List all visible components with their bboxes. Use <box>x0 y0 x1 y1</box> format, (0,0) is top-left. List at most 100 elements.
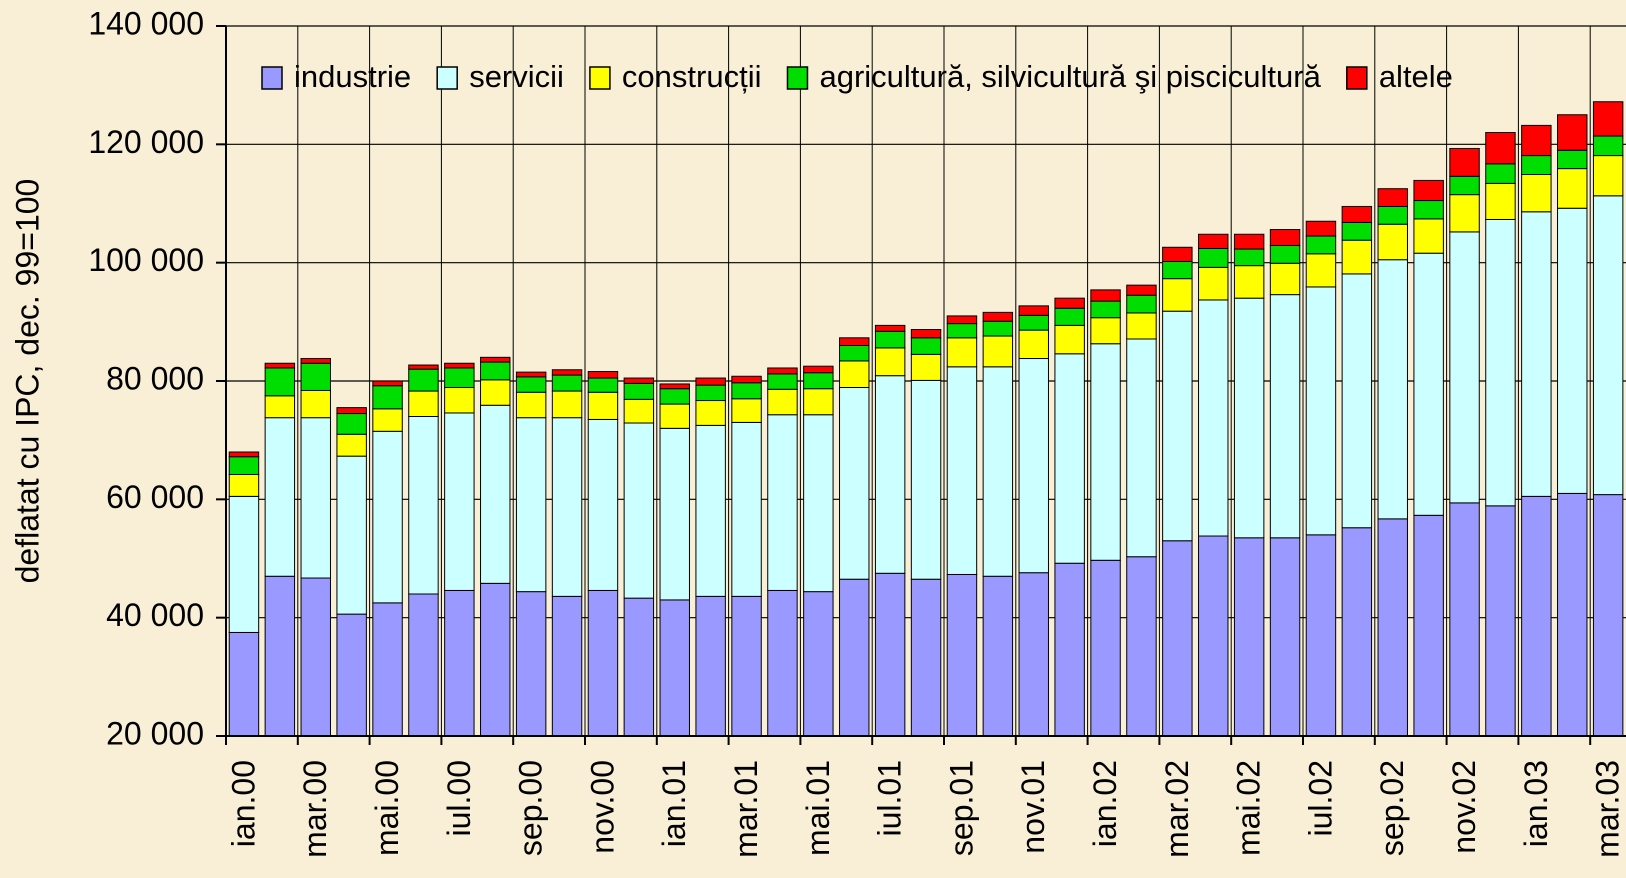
legend-label: construcții <box>622 59 762 94</box>
bar-segment <box>408 593 439 737</box>
bar-segment <box>480 361 511 381</box>
bar-segment <box>910 379 942 580</box>
bar-segment <box>264 417 296 577</box>
bar-segment <box>228 495 260 633</box>
bar-segment <box>515 591 547 737</box>
bar-segment <box>408 390 439 417</box>
bar-segment <box>1305 235 1337 255</box>
legend-swatch <box>786 66 809 90</box>
bar-segment <box>336 613 367 737</box>
bar-segment <box>659 427 690 601</box>
bar-segment <box>982 575 1014 737</box>
bar-segment <box>1126 284 1157 296</box>
x-tick-label: mar.00 <box>297 760 333 858</box>
bar-segment <box>551 374 583 392</box>
bar-segment <box>1557 149 1588 170</box>
bar-segment <box>623 597 655 737</box>
bar-segment <box>946 573 978 737</box>
bar-segment <box>659 388 690 405</box>
legend-swatch <box>261 66 283 90</box>
bar-segment <box>1485 182 1516 220</box>
bar-segment <box>874 324 906 332</box>
bar-segment <box>515 371 547 378</box>
bar-segment <box>946 366 978 575</box>
bar-segment <box>1018 358 1049 574</box>
bar-segment <box>336 413 367 435</box>
x-tick-label: sep.02 <box>1374 760 1410 856</box>
bar-segment <box>1305 286 1337 536</box>
bar-segment <box>1054 324 1085 355</box>
bar-segment <box>946 323 978 339</box>
bar-segment <box>1269 229 1301 247</box>
bar-segment <box>480 404 511 584</box>
bar-segment <box>874 375 906 574</box>
y-tick-label: 40 000 <box>106 597 204 633</box>
bar-segment <box>336 433 367 457</box>
legend-label: industrie <box>294 59 411 94</box>
bar-segment <box>1054 353 1085 564</box>
x-tick-label: mai.02 <box>1231 760 1267 856</box>
bar-segment <box>767 388 798 416</box>
bar-segment <box>1341 527 1373 737</box>
bar-segment <box>587 391 619 420</box>
bar-segment <box>1162 260 1193 280</box>
bar-segment <box>1592 494 1624 737</box>
bar-segment <box>731 375 762 384</box>
bar-segment <box>659 599 690 737</box>
bar-segment <box>910 353 942 381</box>
bar-segment <box>372 602 403 737</box>
x-tick-label: nov.00 <box>584 760 620 854</box>
bar-segment <box>695 595 726 737</box>
bar-segment <box>1413 514 1444 737</box>
bar-segment <box>264 575 296 737</box>
bar-segment <box>1449 147 1480 177</box>
bar-segment <box>1341 239 1373 275</box>
bar-segment <box>1341 273 1373 529</box>
bar-segment <box>1018 314 1049 331</box>
bar-segment <box>1162 278 1193 312</box>
bar-segment <box>480 356 511 363</box>
bar-segment <box>1377 205 1408 225</box>
bar-segment <box>1198 247 1229 268</box>
y-tick-label: 100 000 <box>88 242 204 278</box>
y-tick-label: 20 000 <box>106 715 204 751</box>
bar-segment <box>1413 179 1444 202</box>
bar-segment <box>1162 540 1193 737</box>
bar-segment <box>1233 537 1265 737</box>
bar-segment <box>1485 163 1516 184</box>
bar-segment <box>1198 535 1229 737</box>
y-tick-label: 120 000 <box>88 124 204 160</box>
bar-segment <box>1449 231 1480 504</box>
x-tick-label: mai.01 <box>800 760 836 856</box>
bar-segment <box>946 315 978 325</box>
bar-segment <box>444 387 475 414</box>
bar-segment <box>1377 259 1408 520</box>
bar-segment <box>767 589 798 737</box>
bar-segment <box>767 367 798 375</box>
bar-segment <box>982 335 1014 368</box>
bar-segment <box>767 373 798 390</box>
bar-segment <box>1485 505 1516 737</box>
bar-segment <box>1054 297 1085 309</box>
bar-segment <box>1449 502 1480 737</box>
bar-segment <box>1198 266 1229 301</box>
bar-segment <box>1126 294 1157 314</box>
bar-segment <box>1521 124 1552 157</box>
bar-segment <box>695 384 726 402</box>
legend-label: altele <box>1379 59 1453 94</box>
bar-segment <box>1341 205 1373 223</box>
bar-segment <box>444 362 475 369</box>
bar-segment <box>1557 207 1588 494</box>
bar-segment <box>444 589 475 737</box>
bar-segment <box>300 389 331 419</box>
bar-segment <box>228 631 260 737</box>
bar-segment <box>1305 253 1337 288</box>
bar-segment <box>910 329 942 339</box>
bar-segment <box>1557 114 1588 151</box>
bar-segment <box>839 578 870 737</box>
bar-segment <box>1090 289 1121 302</box>
bar-segment <box>1054 307 1085 326</box>
bar-segment <box>1269 245 1301 264</box>
legend-label: agricultură, silvicultură şi piscicultur… <box>819 59 1321 94</box>
